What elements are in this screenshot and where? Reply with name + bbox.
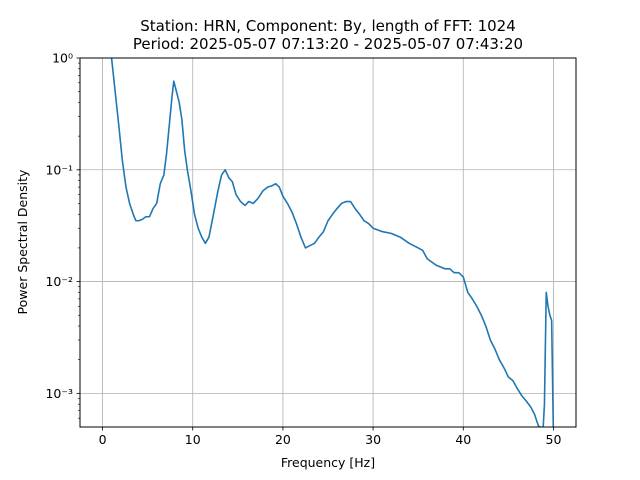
y-axis: 10⁻³ 10⁻² 10⁻¹ 10⁰ — [45, 51, 80, 419]
plot-area — [110, 58, 555, 427]
y-tick-label: 10⁻² — [45, 274, 73, 289]
psd-series-line — [110, 58, 555, 427]
y-tick-label: 10⁰ — [52, 51, 73, 66]
x-axis-label: Frequency [Hz] — [281, 455, 375, 470]
x-tick-label: 0 — [99, 432, 107, 447]
axes-frame — [79, 57, 577, 428]
chart-title-line1: Station: HRN, Component: By, length of F… — [140, 17, 516, 35]
x-axis: 0 10 20 30 40 50 — [99, 427, 562, 447]
x-tick-label: 10 — [185, 432, 201, 447]
x-tick-label: 40 — [455, 432, 471, 447]
x-tick-label: 50 — [546, 432, 562, 447]
y-axis-label: Power Spectral Density — [15, 169, 30, 314]
x-tick-label: 20 — [275, 432, 291, 447]
chart-title-line2: Period: 2025-05-07 07:13:20 - 2025-05-07… — [133, 35, 523, 53]
y-tick-label: 10⁻³ — [45, 386, 73, 401]
x-tick-label: 30 — [365, 432, 381, 447]
y-tick-label: 10⁻¹ — [45, 162, 73, 177]
